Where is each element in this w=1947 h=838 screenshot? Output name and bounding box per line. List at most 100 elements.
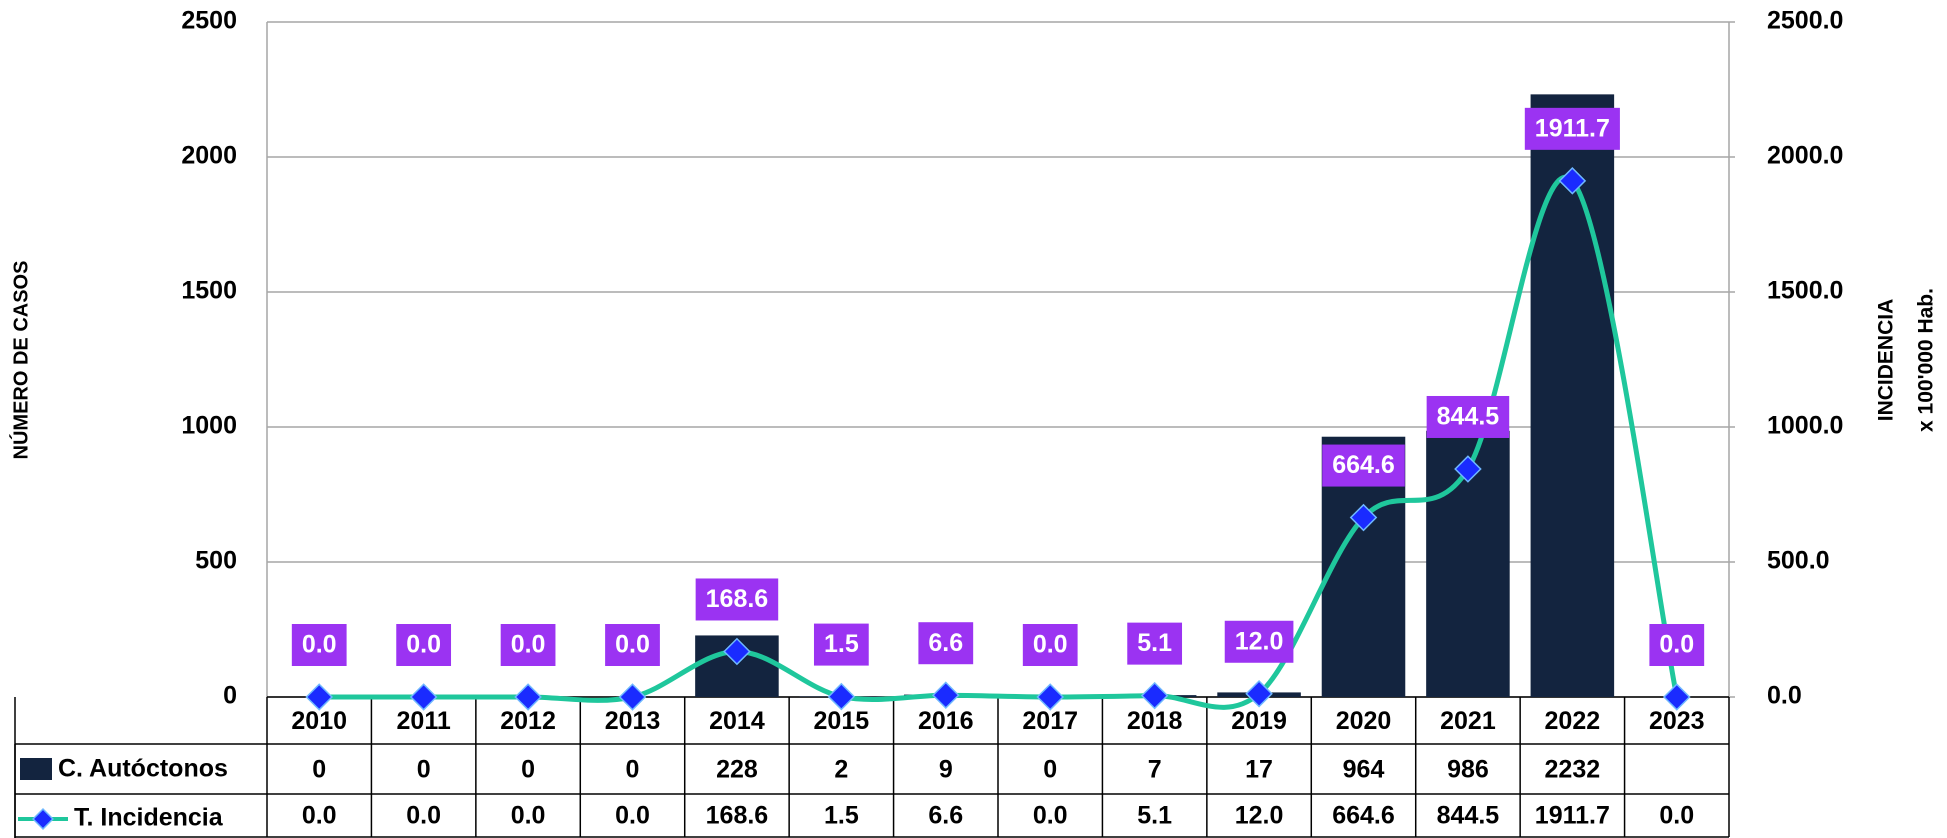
line	[319, 174, 1680, 710]
table-cell: 0.0	[511, 802, 546, 830]
x-tick-label: 2020	[1336, 707, 1392, 735]
table-cell: 5.1	[1137, 802, 1172, 830]
marker	[1036, 683, 1065, 711]
y-tick-label: 1500	[181, 277, 237, 305]
y2-axis-title: x 100'000 Hab.	[1915, 288, 1938, 432]
data-label: 0.0	[1022, 624, 1078, 666]
table-cell: 9	[939, 756, 953, 784]
legend-label: C. Autóctonos	[58, 755, 228, 783]
marker	[1349, 503, 1378, 532]
marker	[305, 683, 334, 711]
y2-tick-label: 1000.0	[1767, 412, 1843, 440]
table-cell: 17	[1245, 756, 1273, 784]
marker	[1140, 681, 1169, 710]
marker	[1245, 679, 1273, 708]
data-label-text: 844.5	[1437, 403, 1500, 431]
table-cell: 0.0	[406, 802, 441, 830]
bar	[1530, 94, 1615, 698]
table-cell: 0	[312, 756, 326, 784]
data-label: 0.0	[291, 624, 347, 666]
data-label-text: 12.0	[1235, 627, 1284, 655]
table-cell: 0.0	[1659, 802, 1694, 830]
marker	[618, 683, 647, 711]
x-tick-label: 2022	[1545, 707, 1601, 735]
table-cell: 2	[834, 756, 848, 784]
legend-label: T. Incidencia	[74, 804, 224, 832]
table-cell: 2232	[1545, 756, 1601, 784]
table-cell: 844.5	[1437, 802, 1500, 830]
data-label: 6.6	[918, 622, 974, 665]
data-label-box	[813, 623, 869, 666]
table-cell: 664.6	[1332, 802, 1395, 830]
legend-marker	[32, 808, 54, 830]
data-label-box	[291, 624, 347, 666]
data-label-box	[1022, 624, 1078, 666]
x-tick-label: 2018	[1127, 707, 1183, 735]
table-cell: 986	[1447, 756, 1489, 784]
x-tick-label: 2015	[814, 707, 870, 735]
legend-swatch	[20, 758, 52, 780]
table-cell: 1911.7	[1535, 802, 1610, 830]
data-label: 0.0	[1649, 624, 1705, 666]
table-cell: 228	[716, 756, 758, 784]
data-label: 5.1	[1127, 622, 1183, 665]
data-label-box	[1224, 620, 1294, 663]
marker	[409, 683, 438, 711]
data-label: 168.6	[695, 578, 779, 621]
marker	[1558, 167, 1587, 195]
data-label-box	[695, 578, 779, 621]
table-cell: 6.6	[928, 802, 963, 830]
data-label-text: 0.0	[1033, 631, 1068, 659]
marker	[723, 637, 751, 666]
data-label-text: 6.6	[928, 629, 963, 657]
data-label: 1911.7	[1524, 107, 1620, 150]
x-tick-label: 2010	[291, 707, 347, 735]
data-label-text: 0.0	[615, 631, 650, 659]
table-cell: 0.0	[615, 802, 650, 830]
x-tick-label: 2013	[605, 707, 661, 735]
data-label-box	[1127, 622, 1183, 665]
y2-tick-label: 1500.0	[1767, 277, 1843, 305]
x-tick-label: 2016	[918, 707, 974, 735]
marker	[827, 682, 856, 711]
data-label-box	[1426, 395, 1510, 438]
y-tick-label: 500	[195, 547, 237, 575]
data-label: 0.0	[605, 624, 660, 666]
data-label-text: 5.1	[1137, 629, 1172, 657]
data-label: 0.0	[396, 624, 452, 666]
data-label-box	[1322, 444, 1405, 487]
y2-tick-label: 2500.0	[1767, 7, 1843, 35]
table-cell: 168.6	[706, 802, 769, 830]
data-label-text: 1.5	[824, 630, 859, 658]
data-label: 664.6	[1322, 444, 1405, 487]
data-label-box	[500, 624, 556, 666]
y-tick-label: 2500	[181, 7, 237, 35]
y-tick-label: 2000	[181, 142, 237, 170]
x-tick-label: 2021	[1440, 707, 1496, 735]
data-label: 1.5	[813, 623, 869, 666]
data-label-text: 664.6	[1332, 451, 1395, 479]
data-label-text: 0.0	[1659, 631, 1694, 659]
data-label-box	[1649, 624, 1705, 666]
y-tick-label: 0	[223, 682, 237, 710]
table-cell: 1.5	[824, 802, 859, 830]
data-label: 12.0	[1224, 620, 1294, 663]
x-tick-label: 2023	[1649, 707, 1705, 735]
table-cell: 7	[1148, 756, 1162, 784]
table-cell: 0	[521, 756, 535, 784]
x-tick-label: 2014	[709, 707, 765, 735]
table-cell: 0	[626, 756, 640, 784]
data-label-text: 0.0	[406, 631, 441, 659]
y-tick-label: 1000	[181, 412, 237, 440]
y2-tick-label: 500.0	[1767, 547, 1830, 575]
data-label-box	[918, 622, 974, 665]
marker	[514, 683, 542, 711]
x-tick-label: 2019	[1231, 707, 1287, 735]
y2-tick-label: 0.0	[1767, 682, 1802, 710]
x-tick-label: 2017	[1022, 707, 1078, 735]
table-cell: 0	[1043, 756, 1057, 784]
marker	[931, 681, 960, 710]
x-tick-label: 2012	[500, 707, 556, 735]
data-label-text: 168.6	[706, 585, 769, 613]
